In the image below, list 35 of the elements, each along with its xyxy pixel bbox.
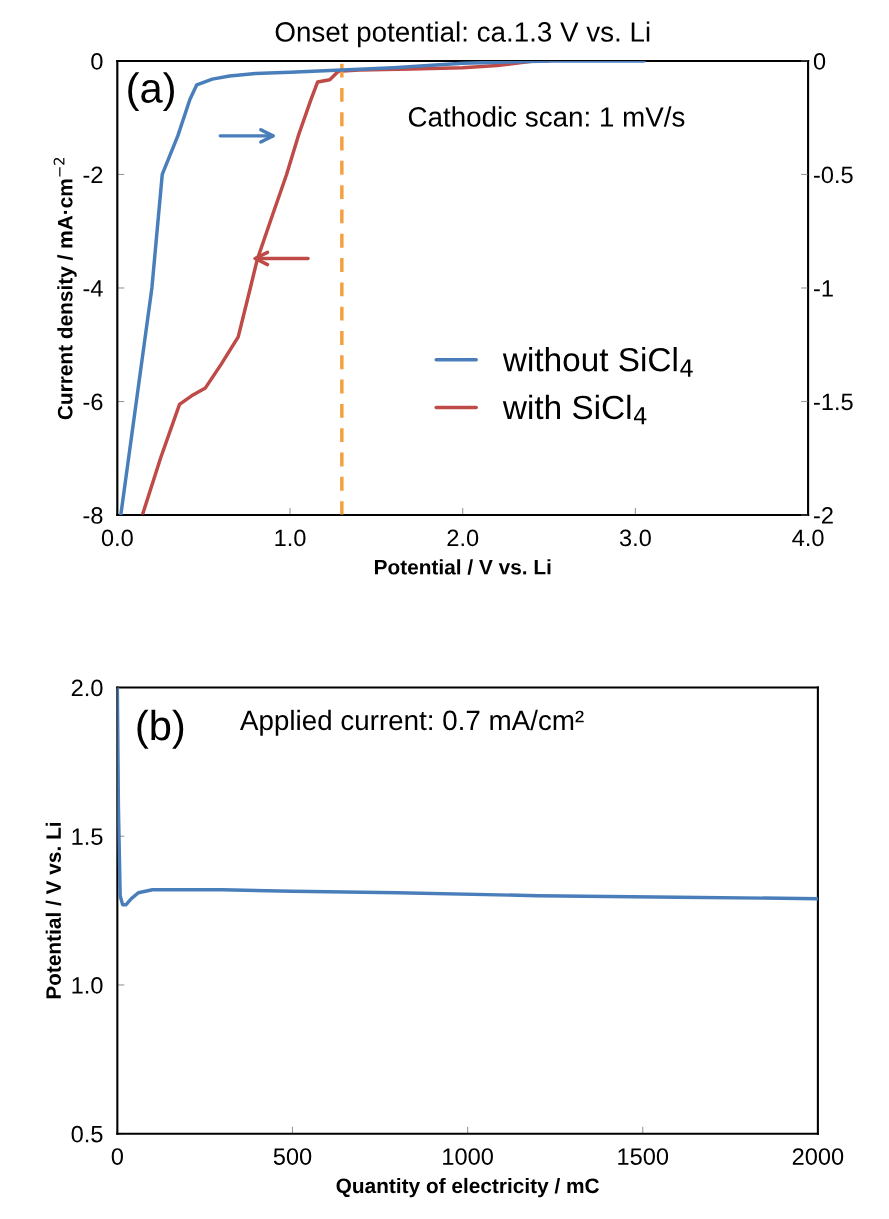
y2-tick-label: 0 bbox=[813, 53, 826, 70]
annotation: (b) bbox=[137, 709, 184, 749]
y2-tick-label: -1 bbox=[814, 280, 833, 297]
x-axis-title: Quantity of electricity / mC bbox=[336, 1177, 600, 1198]
x-tick-label: 0 bbox=[111, 1148, 123, 1165]
x-tick-label: 1000 bbox=[443, 1148, 493, 1165]
chart-title: Onset potential: ca.1.3 V vs. Li bbox=[275, 21, 650, 48]
annotation: (a) bbox=[128, 72, 174, 112]
y-axis-title: Potential / V vs. Li bbox=[45, 822, 62, 999]
y-tick-label: 0 bbox=[91, 53, 103, 70]
y2-tick-label: -2 bbox=[814, 507, 833, 524]
y-tick-label: -4 bbox=[83, 280, 103, 297]
legend-label: with SiCl$_{4}$ bbox=[502, 394, 647, 425]
y-axis-title: Current density / mA·cm$^{−2}$ bbox=[53, 158, 77, 420]
annotation: Applied current: 0.7 mA/cm² bbox=[240, 709, 584, 736]
x-tick-label: 4.0 bbox=[792, 529, 824, 547]
x-tick-label: 1.0 bbox=[275, 529, 306, 547]
y2-tick-label: -1.5 bbox=[814, 393, 853, 411]
legend-label: without SiCl$_{4}$ bbox=[502, 347, 693, 377]
x-tick-label: 0.0 bbox=[101, 529, 133, 547]
annotation: Cathodic scan: 1 mV/s bbox=[408, 106, 685, 127]
y2-tick-label: -0.5 bbox=[814, 166, 853, 184]
x-tick-label: 2000 bbox=[792, 1148, 844, 1165]
y-tick-label: 1.0 bbox=[72, 977, 103, 994]
y-tick-label: -6 bbox=[83, 393, 103, 411]
y-tick-label: 1.5 bbox=[72, 828, 103, 846]
x-axis-title: Potential / V vs. Li bbox=[374, 559, 551, 575]
x-tick-label: 3.0 bbox=[619, 529, 651, 547]
x-tick-label: 2.0 bbox=[447, 529, 479, 547]
y-tick-label: -8 bbox=[83, 507, 103, 524]
y-tick-label: -2 bbox=[83, 166, 103, 184]
x-tick-label: 500 bbox=[273, 1148, 312, 1165]
y-tick-label: 0.5 bbox=[71, 1125, 103, 1143]
y-tick-label: 2.0 bbox=[71, 679, 103, 697]
x-tick-label: 1500 bbox=[618, 1148, 669, 1165]
